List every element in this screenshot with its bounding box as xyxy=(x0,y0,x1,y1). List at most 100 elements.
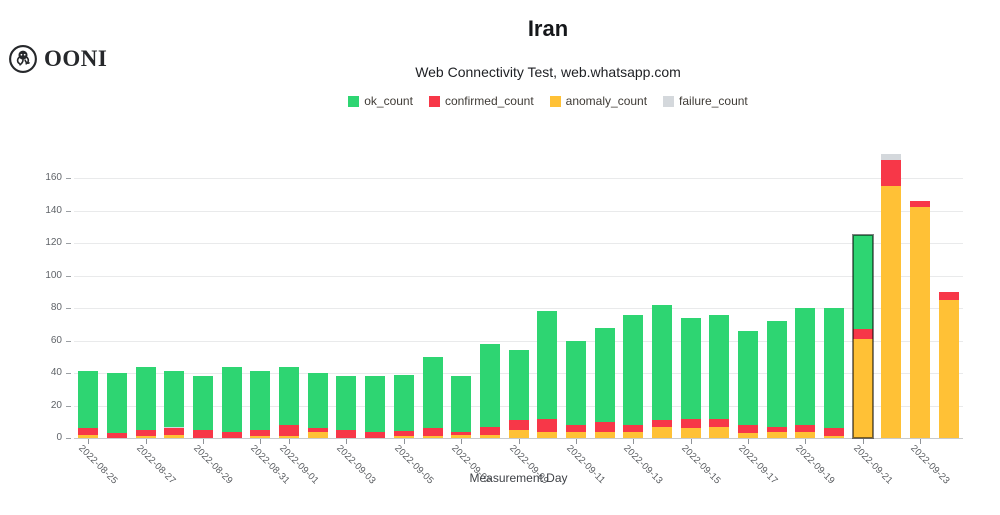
bar-2022-09-01[interactable] xyxy=(279,366,300,438)
segment-confirmed_count xyxy=(279,425,300,437)
segment-anomaly_count xyxy=(910,207,930,439)
bar-2022-09-08[interactable] xyxy=(479,343,500,439)
x-tick xyxy=(203,439,204,444)
segment-confirmed_count xyxy=(336,429,357,439)
bar-2022-08-28[interactable] xyxy=(164,371,185,438)
segment-anomaly_count xyxy=(594,431,615,438)
chart-title: Iran xyxy=(527,16,569,41)
bar-2022-09-13[interactable] xyxy=(623,314,644,438)
bar-2022-08-31[interactable] xyxy=(250,371,271,438)
legend-swatch-ok-icon xyxy=(348,95,360,107)
bar-2022-09-22[interactable] xyxy=(881,153,902,438)
segment-confirmed_count xyxy=(824,428,844,437)
y-tick-label: 140 xyxy=(45,204,62,216)
legend-label: anomaly_count xyxy=(565,94,648,108)
segment-ok_count xyxy=(107,373,127,434)
segment-anomaly_count xyxy=(623,431,644,438)
bar-2022-09-21-selected[interactable] xyxy=(851,233,874,439)
segment-anomaly_count xyxy=(279,436,300,438)
ooni-octopus-icon xyxy=(9,45,37,73)
segment-ok_count xyxy=(135,366,156,430)
segment-ok_count xyxy=(193,376,213,430)
bar-2022-09-02[interactable] xyxy=(307,373,328,438)
bar-2022-09-17[interactable] xyxy=(737,330,758,439)
bar-2022-09-06[interactable] xyxy=(422,356,443,439)
y-tick xyxy=(66,210,71,212)
bar-2022-09-12[interactable] xyxy=(594,327,615,438)
bar-2022-08-26[interactable] xyxy=(107,373,127,438)
bar-2022-09-10[interactable] xyxy=(537,311,558,439)
chart-legend: ok_count confirmed_count anomaly_count f… xyxy=(96,94,1000,108)
segment-confirmed_count xyxy=(250,429,271,437)
legend-item-ok-count: ok_count xyxy=(348,94,413,108)
ooni-logo[interactable]: OONI xyxy=(8,44,107,74)
segment-ok_count xyxy=(365,376,386,432)
segment-anomaly_count xyxy=(307,431,328,438)
segment-anomaly_count xyxy=(565,431,586,438)
segment-anomaly_count xyxy=(680,428,701,439)
bar-2022-09-19[interactable] xyxy=(795,308,816,438)
segment-ok_count xyxy=(651,304,672,421)
bar-2022-08-30[interactable] xyxy=(221,366,242,438)
x-tick xyxy=(920,439,921,444)
bar-2022-08-25[interactable] xyxy=(78,371,99,438)
segment-ok_count xyxy=(766,321,787,427)
segment-ok_count xyxy=(164,371,185,427)
segment-anomaly_count xyxy=(766,431,787,438)
segment-confirmed_count xyxy=(508,420,529,430)
gridline-y-0 xyxy=(74,438,963,439)
bar-2022-09-05[interactable] xyxy=(393,374,414,438)
bar-2022-09-11[interactable] xyxy=(565,340,586,438)
segment-confirmed_count xyxy=(709,418,730,427)
segment-anomaly_count xyxy=(250,436,271,438)
bar-2022-09-15[interactable] xyxy=(680,317,701,439)
segment-ok_count xyxy=(279,366,300,425)
segment-ok_count xyxy=(221,366,242,432)
bar-2022-08-27[interactable] xyxy=(135,366,156,438)
gridline-y-80 xyxy=(74,308,963,309)
y-tick-label: 60 xyxy=(50,334,62,346)
segment-failure_count xyxy=(164,426,185,429)
legend-item-failure-count: failure_count xyxy=(663,94,748,108)
segment-confirmed_count xyxy=(135,429,156,437)
segment-ok_count xyxy=(709,314,730,419)
segment-anomaly_count xyxy=(824,436,844,438)
gridline-y-60 xyxy=(74,340,963,342)
segment-anomaly_count xyxy=(135,436,156,438)
legend-swatch-confirmed-icon xyxy=(428,95,440,107)
segment-confirmed_count xyxy=(78,428,99,435)
segment-failure_count xyxy=(881,153,902,161)
x-tick xyxy=(145,439,147,444)
y-tick-label: 20 xyxy=(50,399,62,411)
bar-2022-09-09[interactable] xyxy=(508,350,529,439)
y-tick xyxy=(66,243,71,244)
bar-2022-09-20[interactable] xyxy=(824,308,844,438)
legend-label: failure_count xyxy=(679,94,748,108)
bar-2022-09-07[interactable] xyxy=(451,376,472,439)
y-tick xyxy=(66,275,71,277)
segment-confirmed_count xyxy=(910,200,930,208)
segment-confirmed_count xyxy=(881,160,902,187)
segment-confirmed_count xyxy=(365,431,386,439)
bar-2022-09-03[interactable] xyxy=(336,376,357,439)
bar-2022-09-23[interactable] xyxy=(910,200,930,439)
segment-confirmed_count xyxy=(393,431,414,437)
segment-confirmed_count xyxy=(623,425,644,432)
x-axis-title: Measurement Day xyxy=(469,471,568,485)
x-tick xyxy=(88,439,90,444)
bar-2022-09-04[interactable] xyxy=(365,376,386,439)
bar-2022-09-14[interactable] xyxy=(651,304,672,439)
segment-ok_count xyxy=(737,330,758,426)
bar-2022-08-29[interactable] xyxy=(193,376,213,439)
segment-anomaly_count xyxy=(709,426,730,438)
segment-anomaly_count xyxy=(393,436,414,438)
bar-2022-09-16[interactable] xyxy=(709,314,730,438)
bar-2022-09-24[interactable] xyxy=(938,291,959,439)
legend-label: confirmed_count xyxy=(444,94,534,108)
y-tick-label: 100 xyxy=(45,269,62,281)
gridline-y-120 xyxy=(74,243,963,244)
x-tick xyxy=(862,439,864,444)
segment-anomaly_count xyxy=(451,434,472,439)
bar-2022-09-18[interactable] xyxy=(766,321,787,438)
